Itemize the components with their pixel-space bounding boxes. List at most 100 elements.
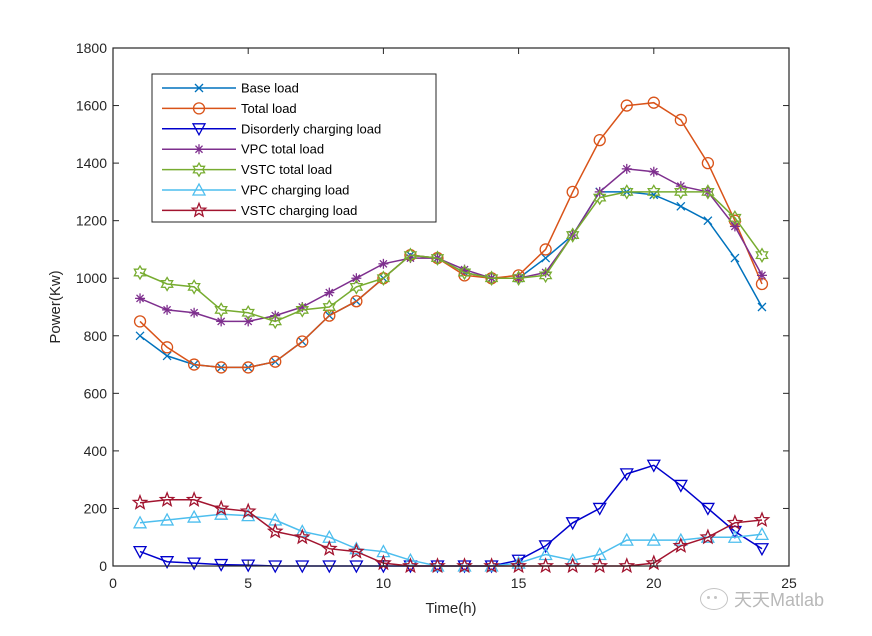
data-point [755,247,769,263]
legend-label: VSTC charging load [241,203,357,218]
data-point [239,502,257,519]
data-point [403,552,418,566]
y-tick-label: 800 [84,328,108,344]
x-tick-label: 20 [646,575,662,591]
data-point [646,532,661,546]
legend-label: VPC total load [241,142,324,157]
data-point [700,502,715,516]
data-point [730,253,740,263]
data-point [676,201,686,211]
x-tick-label: 0 [109,575,117,591]
wechat-icon [700,588,728,610]
data-point [753,511,771,528]
data-point [618,557,636,574]
data-point [620,99,633,112]
data-point [673,479,688,493]
data-point [619,184,634,200]
data-point [699,528,717,545]
data-point [566,185,579,199]
data-point [323,309,336,322]
data-point [754,543,770,557]
data-point [162,304,173,315]
data-point [242,361,255,374]
data-point [756,270,767,281]
data-point [159,556,175,570]
data-point [757,302,767,312]
data-point [214,302,228,318]
data-point [648,166,659,177]
legend-item-vstc-charging-load: VSTC charging load [162,201,357,218]
data-point [701,184,715,200]
data-point [703,216,713,226]
data-point [565,517,580,531]
data-point [216,316,227,327]
legend-item-total-load: Total load [162,101,297,116]
data-point [158,490,176,507]
y-tick-label: 1400 [76,155,107,171]
data-point [511,554,526,568]
data-point [133,315,147,328]
legend-marker [191,123,207,137]
data-point [131,493,149,510]
data-point [135,293,146,304]
data-point [647,184,661,200]
data-point [674,184,688,200]
data-point [215,361,228,374]
data-point [484,270,499,286]
data-point [403,247,418,263]
y-tick-label: 0 [99,558,107,574]
data-point [187,358,201,371]
data-point [241,305,255,321]
axes-box [112,47,790,567]
legend-marker [191,182,207,196]
legend-label: VPC charging load [241,183,349,198]
y-tick-label: 1200 [76,213,107,229]
data-point [243,316,254,327]
data-point [187,557,202,571]
data-point [674,113,687,127]
data-point [538,267,553,284]
legend-marker [194,144,204,155]
data-point [132,515,148,529]
data-point [187,509,202,523]
y-tick-label: 600 [84,385,108,401]
data-point [159,512,175,526]
data-point [324,287,335,298]
legend-label: Base load [241,81,299,96]
data-point [214,558,229,572]
data-point [619,468,634,482]
data-point [621,163,632,174]
data-point [539,243,552,256]
y-ticks: 0 200 400 600 800 1000 1200 1400 1600 1800 [76,40,789,574]
legend-marker [192,102,206,115]
data-point [266,522,284,539]
data-point [160,341,174,354]
legend-label: Total load [241,101,297,116]
y-tick-label: 1600 [76,98,107,114]
x-tick-label: 25 [781,575,797,591]
data-point [565,552,580,566]
data-point [296,335,309,348]
data-point [456,557,473,574]
watermark: 天天Matlab [700,586,824,612]
y-tick-label: 400 [84,443,108,459]
data-point [593,133,606,147]
data-point [189,307,200,318]
data-point [376,270,391,286]
x-axis-label: Time(h) [425,600,476,617]
data-point [349,279,364,295]
legend-marker [192,161,206,178]
data-point [564,557,582,574]
legend-marker [190,201,208,218]
data-point [295,302,309,318]
legend-label: Disorderly charging load [241,121,381,136]
data-point [293,528,311,545]
data-point [701,156,715,170]
axes-layer [112,47,790,567]
data-point [132,545,148,559]
data-point [728,210,742,226]
legend-item-disorderly-charging-load: Disorderly charging load [162,121,381,136]
series-vstc-total-load [133,184,769,330]
data-point [185,490,203,507]
